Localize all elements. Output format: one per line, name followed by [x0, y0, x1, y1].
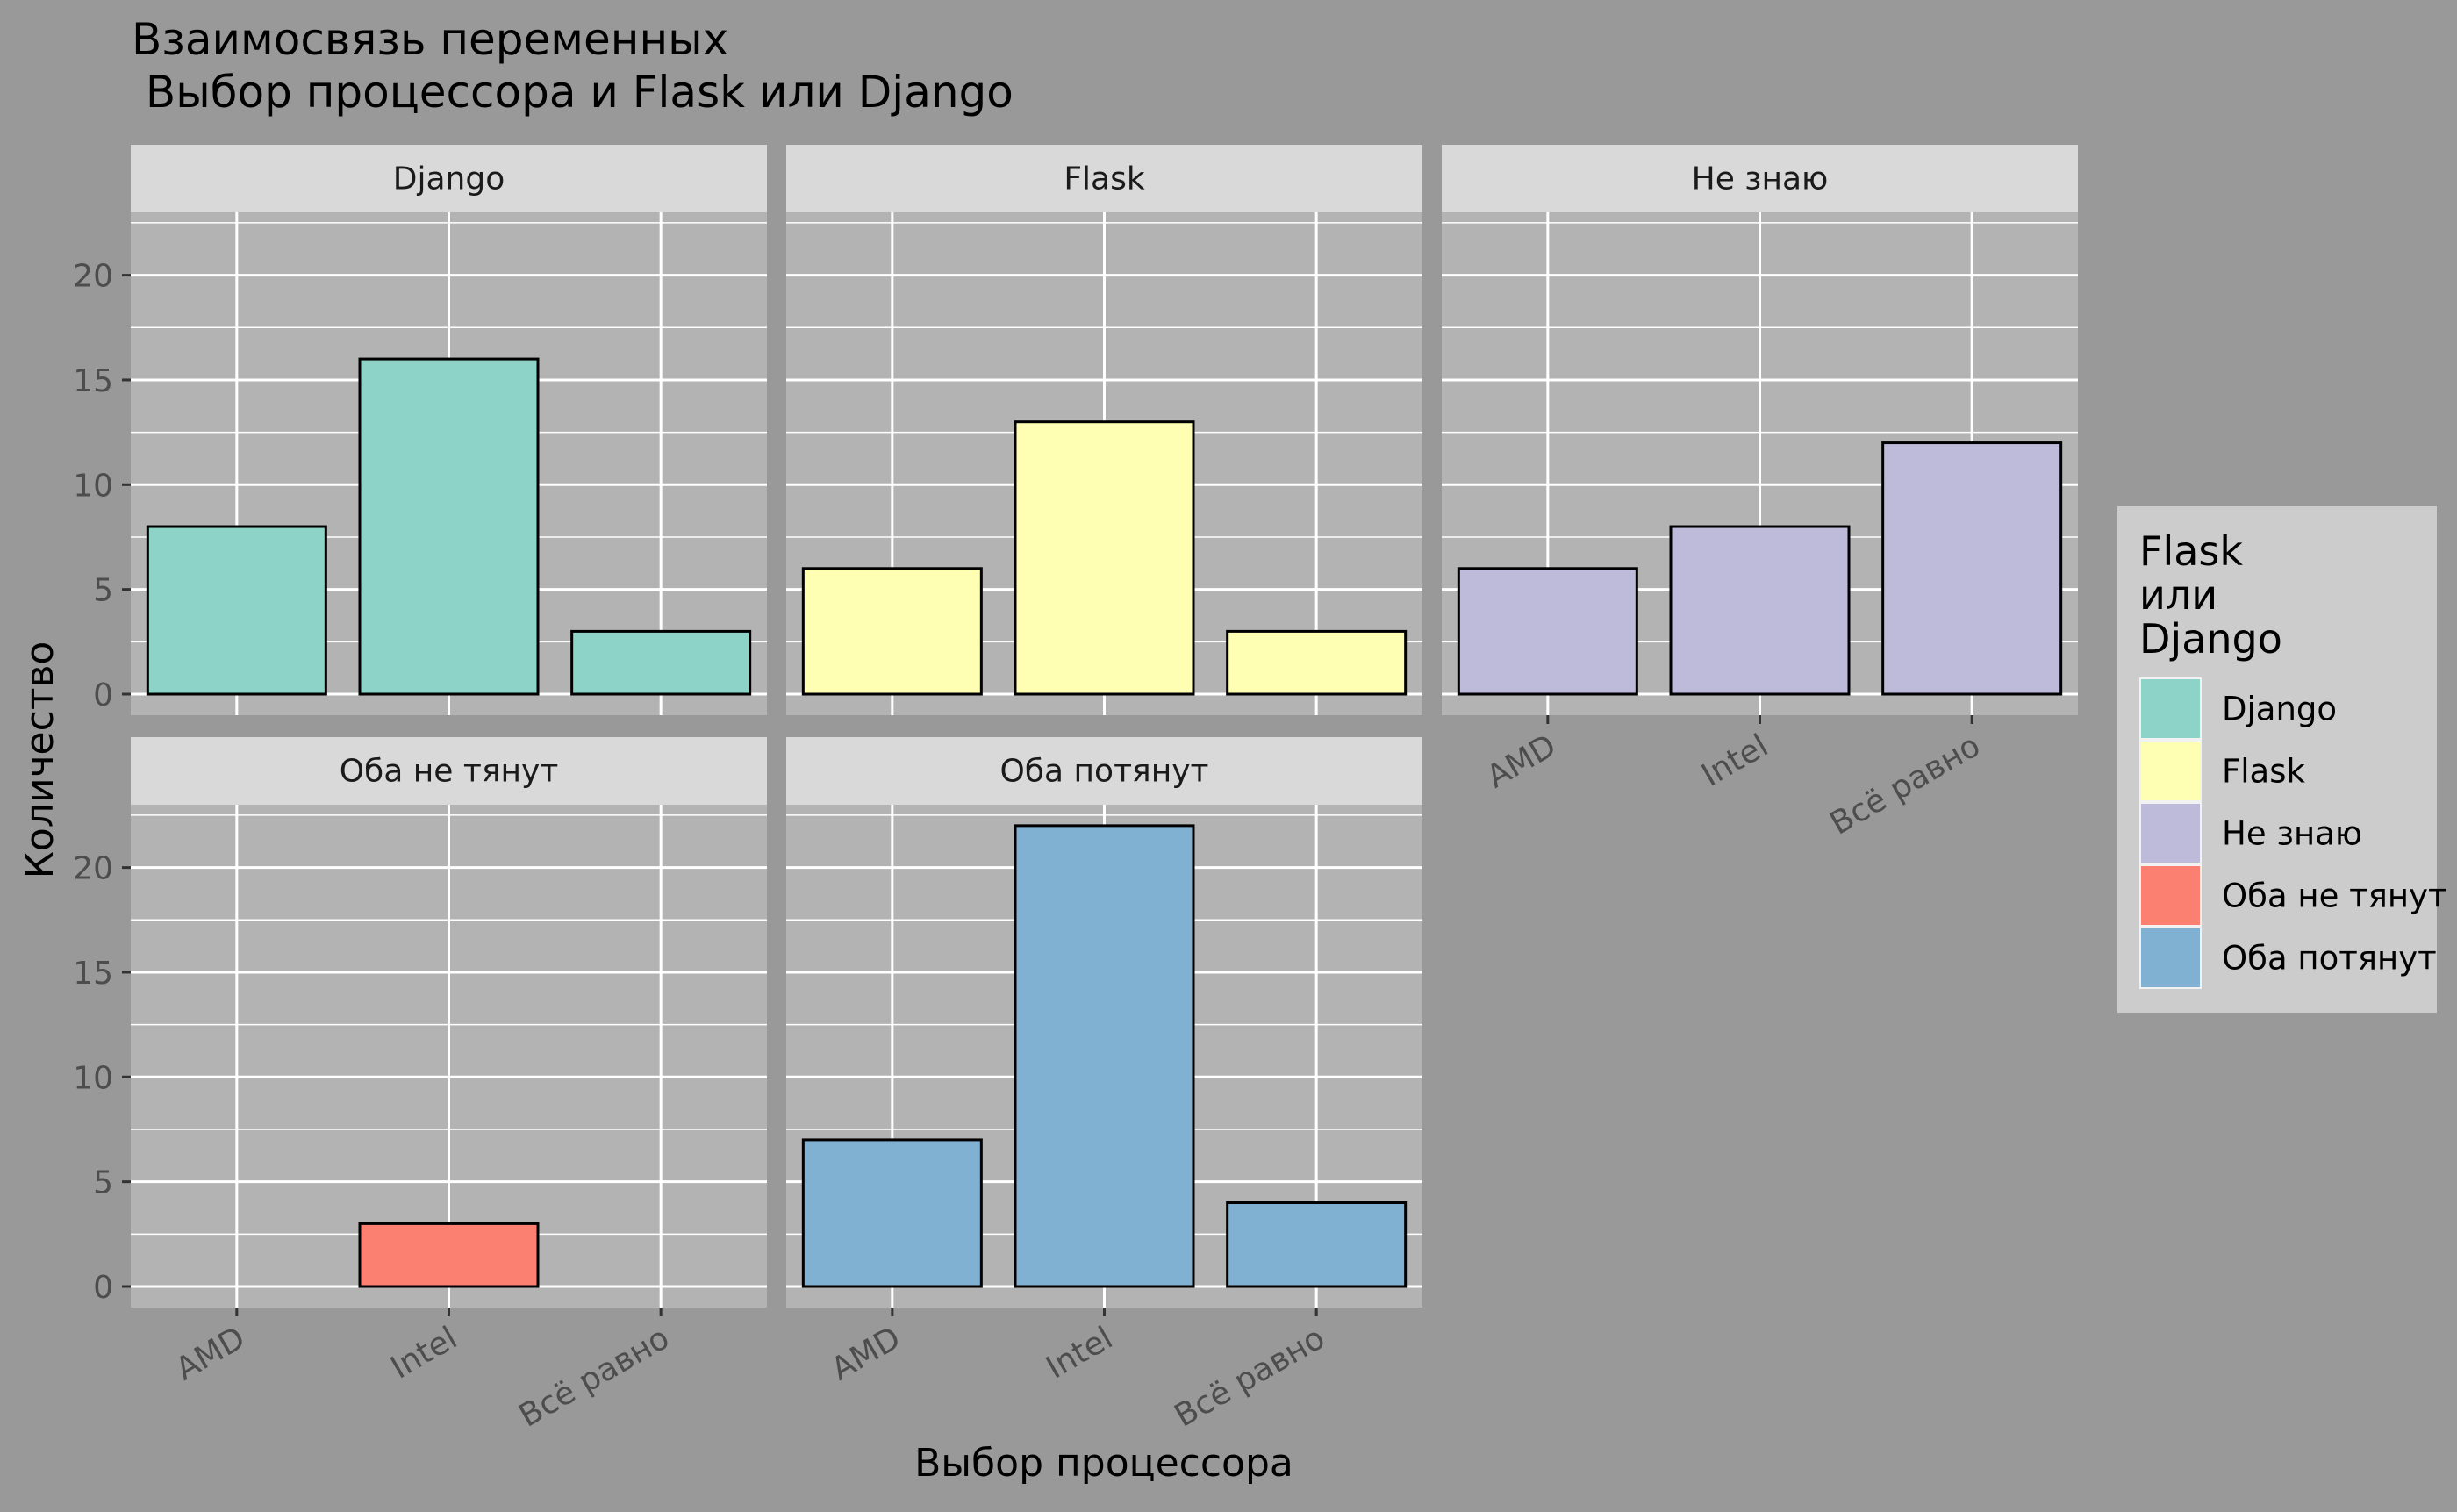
facet-strip-label: Оба не тянут [340, 754, 559, 790]
y-tick-label: 20 [73, 851, 113, 887]
legend-key-оба-не-тянут [2141, 866, 2200, 925]
y-tick-label: 0 [93, 1270, 113, 1306]
bar-django-intel [358, 357, 540, 696]
bar-оба-потянут-intel [1014, 824, 1195, 1288]
legend-label: Flask [2222, 753, 2306, 791]
bar-django-всё-равно [570, 629, 752, 696]
facet-strip [786, 737, 1422, 805]
legend-key-django [2141, 679, 2200, 738]
legend-label: Оба потянут [2222, 940, 2437, 978]
facet-strip [131, 737, 767, 805]
facet-strip [1442, 145, 2078, 212]
facet-strip-label: Django [393, 161, 505, 197]
facet-panel-flask: Flask [786, 145, 1422, 715]
y-tick-label: 15 [73, 363, 113, 399]
y-axis-title: Количество [18, 641, 62, 879]
facet-strip-label: Flask [1064, 161, 1145, 197]
bar-flask-всё-равно [1226, 629, 1408, 696]
bar-не-знаю-amd [1457, 567, 1638, 696]
facet-panel-django: Django 0 5 10 15 20 [73, 145, 767, 715]
y-tick-label: 5 [93, 573, 113, 609]
bar-оба-потянут-всё-равно [1226, 1201, 1408, 1288]
y-tick-label: 15 [73, 956, 113, 992]
chart-title: Взаимосвязь переменных Выбор процессора … [132, 14, 1014, 118]
legend-key-не-знаю [2141, 804, 2200, 863]
bar-оба-потянут-amd [801, 1138, 983, 1288]
bar-flask-amd [801, 567, 983, 696]
bar-flask-intel [1014, 420, 1195, 696]
legend-label: Django [2222, 691, 2337, 728]
facet-strip-label: Не знаю [1692, 161, 1829, 197]
legend-label: Оба не тянут [2222, 878, 2447, 915]
legend-label: Не знаю [2222, 815, 2362, 853]
legend-title: Flask или Django [2139, 527, 2282, 663]
legend-key-flask [2141, 742, 2200, 800]
bar-оба-не-тянут-intel [358, 1222, 540, 1288]
y-tick-label: 20 [73, 259, 113, 295]
y-tick-label: 0 [93, 677, 113, 713]
legend: Flask или Django Django Flask Не знаю Оба не т… [2117, 506, 2447, 1013]
bar-не-знаю-всё-равно [1881, 441, 2063, 696]
legend-key-оба-потянут [2141, 928, 2200, 987]
bar-django-amd [146, 525, 327, 696]
facet-strip-label: Оба потянут [999, 754, 1208, 790]
x-axis-title: Выбор процессора [914, 1441, 1293, 1486]
y-tick-label: 10 [73, 468, 113, 504]
facet-strip [131, 145, 767, 212]
bar-не-знаю-intel [1669, 525, 1851, 696]
facet-strip [786, 145, 1422, 212]
y-tick-label: 10 [73, 1060, 113, 1096]
y-tick-label: 5 [93, 1165, 113, 1201]
